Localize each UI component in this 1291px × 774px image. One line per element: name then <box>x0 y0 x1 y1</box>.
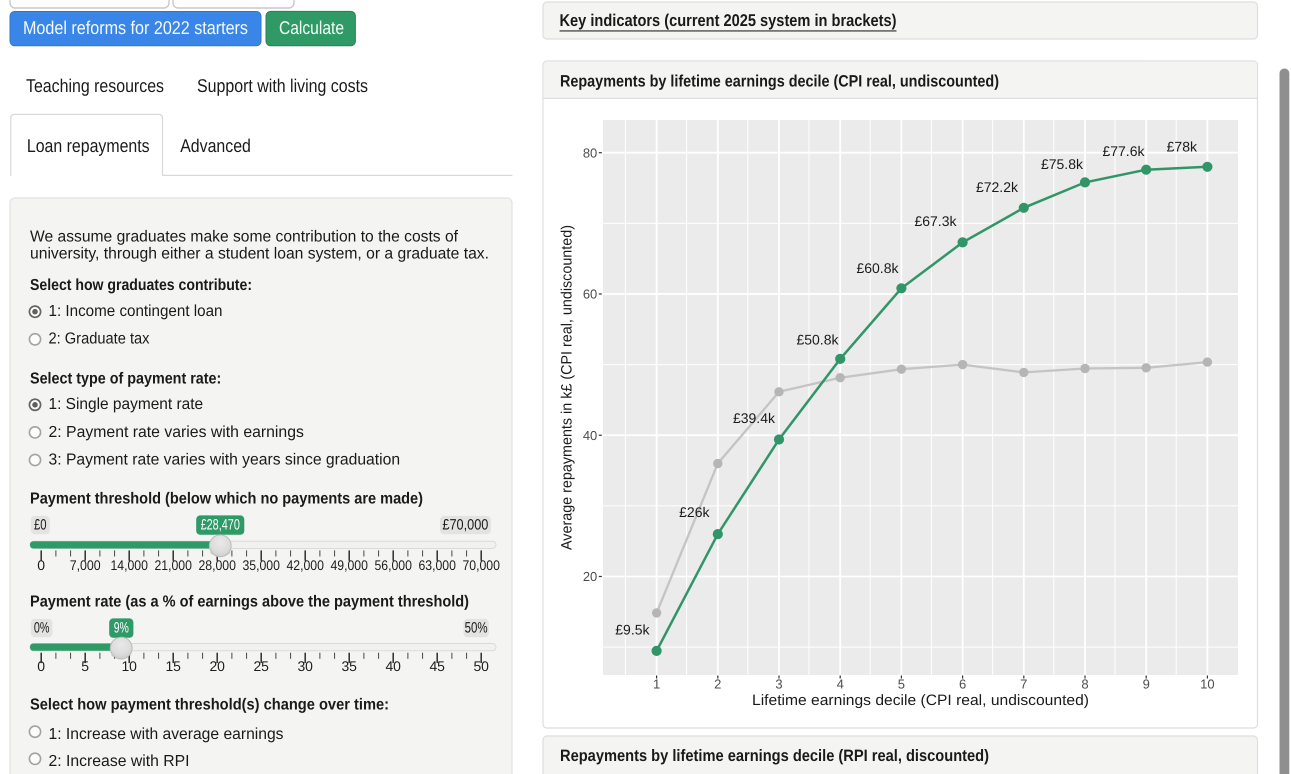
svg-text:Average repayments in k£ (CPI: Average repayments in k£ (CPI real, undi… <box>559 225 576 550</box>
svg-text:Repayments by lifetime earning: Repayments by lifetime earnings decile (… <box>560 73 999 91</box>
svg-text:£78k: £78k <box>1167 139 1198 155</box>
svg-text:2: Graduate tax: 2: Graduate tax <box>49 331 150 348</box>
svg-text:£26k: £26k <box>679 504 710 520</box>
svg-text:7,000: 7,000 <box>70 557 101 573</box>
svg-text:50: 50 <box>473 658 489 674</box>
svg-text:£70,000: £70,000 <box>442 517 488 534</box>
svg-text:5: 5 <box>898 676 905 691</box>
svg-text:3: Payment rate varies with ye: 3: Payment rate varies with years since … <box>49 452 401 469</box>
svg-text:45: 45 <box>429 658 445 674</box>
svg-text:28,000: 28,000 <box>198 557 236 573</box>
svg-text:£60.8k: £60.8k <box>856 260 899 276</box>
svg-text:£72.2k: £72.2k <box>976 179 1019 195</box>
svg-text:63,000: 63,000 <box>418 557 456 573</box>
svg-text:20: 20 <box>209 658 225 674</box>
svg-text:Loan repayments: Loan repayments <box>27 135 150 156</box>
svg-text:£50.8k: £50.8k <box>796 332 839 348</box>
svg-text:40: 40 <box>583 428 597 443</box>
svg-text:Key indicators (current 2025 s: Key indicators (current 2025 system in b… <box>560 11 897 30</box>
svg-text:3: 3 <box>775 676 782 691</box>
svg-text:£0: £0 <box>34 517 47 534</box>
svg-text:49,000: 49,000 <box>330 557 368 573</box>
svg-text:20: 20 <box>583 569 597 584</box>
svg-text:Select type of payment rate:: Select type of payment rate: <box>30 371 221 388</box>
svg-text:1: Single payment rate: 1: Single payment rate <box>49 396 204 413</box>
svg-text:£75.8k: £75.8k <box>1041 156 1084 172</box>
svg-text:6: 6 <box>959 676 966 691</box>
svg-text:Select how payment threshold(s: Select how payment threshold(s) change o… <box>30 697 389 714</box>
svg-text:2: Increase with RPI: 2: Increase with RPI <box>49 753 190 770</box>
svg-text:30: 30 <box>297 658 313 674</box>
svg-text:35,000: 35,000 <box>242 557 280 573</box>
svg-text:4: 4 <box>837 676 844 691</box>
svg-text:Lifetime earnings decile (CPI: Lifetime earnings decile (CPI real, undi… <box>752 692 1089 709</box>
svg-text:14,000: 14,000 <box>110 557 148 573</box>
svg-text:5: 5 <box>81 658 89 674</box>
svg-text:10: 10 <box>121 658 137 674</box>
svg-text:42,000: 42,000 <box>286 557 324 573</box>
svg-text:21,000: 21,000 <box>154 557 192 573</box>
svg-text:2: 2 <box>714 676 721 691</box>
svg-text:1: 1 <box>653 676 660 691</box>
svg-text:Support with living costs: Support with living costs <box>197 75 368 96</box>
svg-text:0: 0 <box>37 557 45 573</box>
svg-text:£77.6k: £77.6k <box>1102 143 1145 159</box>
svg-text:56,000: 56,000 <box>374 557 412 573</box>
svg-text:Repayments by lifetime earning: Repayments by lifetime earnings decile (… <box>560 747 989 765</box>
svg-text:Model reforms for 2022 starter: Model reforms for 2022 starters <box>23 17 248 38</box>
svg-text:1: Increase with average earni: 1: Increase with average earnings <box>49 726 284 743</box>
svg-text:Calculate: Calculate <box>279 17 344 38</box>
svg-text:10: 10 <box>1200 676 1214 691</box>
svg-text:£9.5k: £9.5k <box>615 622 650 638</box>
svg-text:0: 0 <box>37 658 45 674</box>
svg-text:university, through either a s: university, through either a student loa… <box>30 246 489 263</box>
svg-text:9%: 9% <box>114 620 129 637</box>
svg-text:7: 7 <box>1020 676 1027 691</box>
svg-text:£39.4k: £39.4k <box>733 410 776 426</box>
svg-text:70,000: 70,000 <box>462 557 500 573</box>
svg-text:Payment threshold (below which: Payment threshold (below which no paymen… <box>30 490 423 507</box>
svg-text:8: 8 <box>1081 676 1088 691</box>
svg-text:60: 60 <box>583 287 597 302</box>
svg-text:We assume graduates make some: We assume graduates make some contributi… <box>30 228 459 245</box>
svg-text:Payment rate (as a % of earnin: Payment rate (as a % of earnings above t… <box>30 594 469 611</box>
svg-text:2: Payment rate varies with ea: 2: Payment rate varies with earnings <box>49 424 304 441</box>
svg-text:Select how graduates contribut: Select how graduates contribute: <box>30 277 252 294</box>
svg-text:9: 9 <box>1143 676 1150 691</box>
svg-text:1: Income contingent loan: 1: Income contingent loan <box>49 303 223 320</box>
svg-text:0%: 0% <box>34 620 50 637</box>
svg-text:50%: 50% <box>465 620 488 637</box>
svg-text:£67.3k: £67.3k <box>914 213 957 229</box>
svg-text:Teaching resources: Teaching resources <box>26 75 164 96</box>
svg-text:35: 35 <box>341 658 357 674</box>
svg-text:40: 40 <box>385 658 401 674</box>
svg-text:Advanced: Advanced <box>180 135 251 156</box>
svg-text:£28,470: £28,470 <box>201 517 240 534</box>
svg-text:80: 80 <box>583 145 597 160</box>
svg-text:15: 15 <box>165 658 181 674</box>
svg-text:25: 25 <box>253 658 269 674</box>
